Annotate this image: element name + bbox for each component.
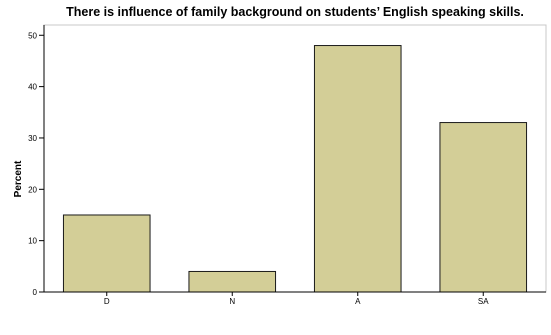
bars (62, 45, 528, 293)
y-tick-label: 0 (33, 288, 38, 297)
y-axis: 0 10 20 30 40 50 (28, 31, 44, 297)
chart-title: There is influence of family background … (66, 5, 524, 19)
bar-sa (439, 122, 528, 293)
y-tick-label: 10 (28, 237, 37, 246)
bar-a (313, 45, 402, 293)
x-tick-label-a: A (355, 297, 361, 306)
y-tick-label: 20 (28, 185, 37, 194)
bar-n (188, 270, 277, 293)
y-axis-label: Percent (13, 160, 24, 197)
x-tick-label-d: D (104, 297, 110, 306)
x-axis: D N A SA (104, 292, 489, 306)
y-tick-label: 40 (28, 83, 37, 92)
x-tick-label-sa: SA (478, 297, 489, 306)
y-tick-label: 30 (28, 134, 37, 143)
y-tick-label: 50 (28, 31, 37, 40)
x-tick-label-n: N (229, 297, 235, 306)
bar-d (62, 214, 151, 293)
